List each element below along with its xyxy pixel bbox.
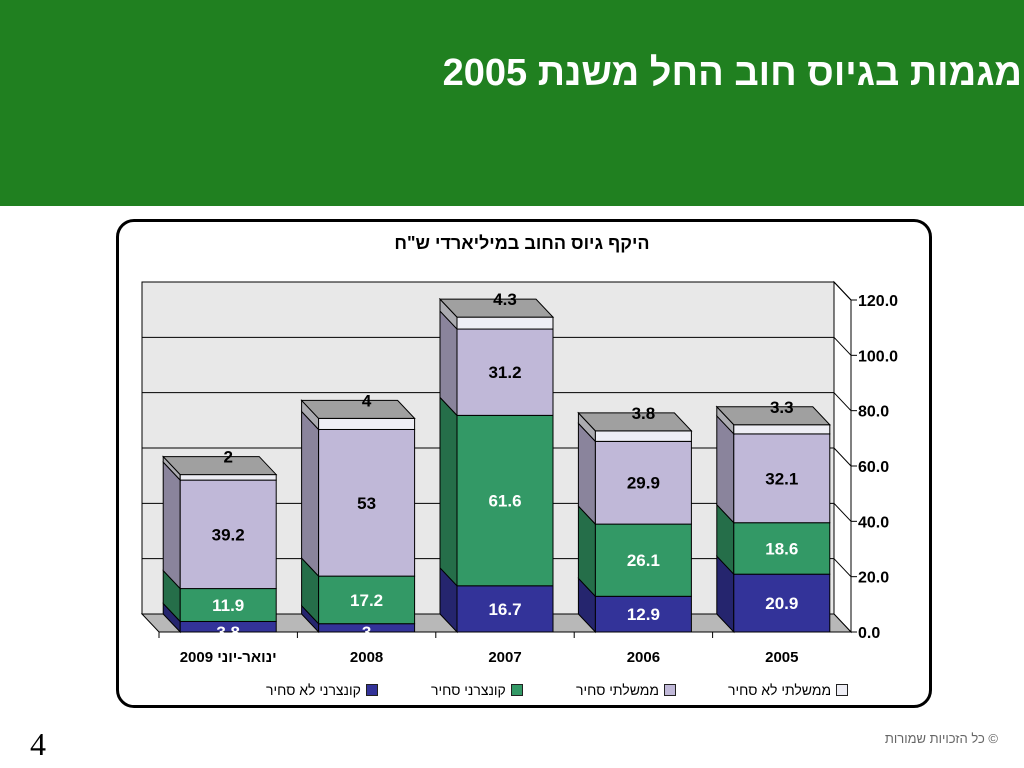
legend-label: קונצרני סחיר: [431, 682, 506, 698]
legend-swatch: [836, 684, 849, 696]
legend-swatch: [664, 684, 677, 696]
bar-segment: [179, 588, 277, 622]
gridline-side: [833, 392, 852, 412]
x-tick-label: 2008: [350, 649, 383, 666]
x-tick-label: 2005: [765, 649, 798, 666]
bar-top-cap: [300, 399, 416, 419]
bar-top-cap: [577, 412, 693, 432]
chart-title: היקף גיוס החוב במיליארדי ש"ח: [394, 233, 649, 253]
bar-segment: [456, 414, 554, 587]
data-label: 31.2: [488, 363, 521, 382]
y-tick-label: 80.0: [858, 404, 889, 421]
legend-swatch: [365, 684, 378, 696]
data-label: 39.2: [212, 525, 245, 544]
legend-item-non-tradable-government: ממשלתי לא סחיר: [728, 681, 849, 699]
gridline-side: [833, 447, 852, 467]
bar-segment: [456, 585, 554, 633]
bar-segment: [456, 316, 554, 330]
x-tick-label: 2006: [627, 649, 660, 666]
bar-segment: [318, 575, 416, 625]
data-label: 12.9: [627, 605, 660, 624]
data-label: 32.1: [765, 469, 798, 488]
bar-segment: [179, 474, 277, 481]
x-tick-label: ינואר-יוני 2009: [180, 649, 277, 666]
y-tick-label: 0.0: [858, 625, 880, 642]
legend-swatch: [510, 684, 523, 696]
bar-segment: [456, 328, 554, 416]
slide-title: מגמות בגיוס חוב החל משנת 2005: [442, 52, 1022, 94]
bar-top-cap: [715, 406, 831, 426]
bar-segment-side: [162, 460, 181, 590]
gridline-side: [833, 336, 852, 356]
y-tick-label: 120.0: [858, 293, 898, 310]
bar-segment: [318, 417, 416, 430]
data-label: 17.2: [350, 591, 383, 610]
bar-segment-side: [301, 410, 320, 578]
data-label: 3.8: [632, 404, 656, 423]
bar-top-cap: [162, 456, 278, 476]
bar-segment: [179, 479, 277, 590]
x-tick-label: 2007: [488, 649, 521, 666]
gridline-side: [833, 502, 852, 522]
y-tick-label: 20.0: [858, 570, 889, 587]
legend-label: ממשלתי סחיר: [576, 682, 660, 698]
bar-top-cap: [438, 298, 555, 318]
bar-segment: [733, 573, 831, 633]
data-label: 18.6: [765, 539, 798, 558]
data-label: 11.9: [212, 596, 244, 615]
bar-segment: [733, 522, 831, 575]
legend-item-tradable-government: ממשלתי סחיר: [576, 681, 677, 699]
gridline-side: [833, 558, 852, 578]
legend-label: ממשלתי לא סחיר: [728, 682, 832, 698]
data-label: 53: [357, 494, 376, 513]
data-label: 61.6: [488, 492, 521, 511]
bar-segment: [594, 523, 692, 597]
data-label: 2: [223, 448, 232, 467]
legend-label: קונצרני לא סחיר: [266, 682, 361, 698]
bar-segment: [594, 430, 692, 442]
gridline-side: [833, 281, 852, 301]
legend-item-tradable-corporate: קונצרני סחיר: [431, 681, 523, 699]
y-tick-label: 40.0: [858, 514, 889, 531]
title-banner: [0, 0, 1024, 206]
data-label: 3: [362, 623, 371, 642]
data-label: 3.8: [216, 623, 240, 642]
bar-segment: [318, 428, 416, 577]
bar-segment: [594, 440, 692, 525]
legend-item-non-tradable-corporate: קונצרני לא סחיר: [266, 681, 378, 699]
data-label: 4: [362, 391, 372, 410]
bar-segment: [594, 595, 692, 633]
data-label: 26.1: [627, 551, 660, 570]
data-label: 16.7: [488, 600, 521, 619]
page-number: 4: [30, 726, 46, 762]
bar-segment-side: [439, 396, 458, 588]
y-tick-label: 60.0: [858, 459, 889, 476]
data-label: 20.9: [765, 594, 798, 613]
data-label: 4.3: [493, 290, 517, 309]
y-tick-label: 100.0: [858, 348, 898, 365]
bar-segment: [733, 424, 831, 435]
copyright-notice: © כל הזכויות שמורות: [884, 731, 998, 746]
data-label: 3.3: [770, 398, 794, 417]
data-label: 29.9: [627, 474, 660, 493]
bar-segment: [733, 433, 831, 524]
